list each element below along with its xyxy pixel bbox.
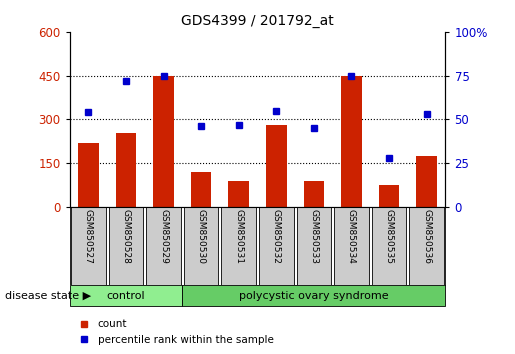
Bar <box>221 207 256 285</box>
Bar <box>182 285 445 306</box>
Bar <box>409 207 444 285</box>
Text: GSM850529: GSM850529 <box>159 210 168 264</box>
Text: GSM850534: GSM850534 <box>347 210 356 264</box>
Text: GSM850528: GSM850528 <box>122 210 130 264</box>
Text: GSM850532: GSM850532 <box>272 210 281 264</box>
Bar <box>146 207 181 285</box>
Bar <box>334 207 369 285</box>
Bar <box>115 133 136 207</box>
Bar <box>153 76 174 207</box>
Legend: count, percentile rank within the sample: count, percentile rank within the sample <box>75 315 278 349</box>
Text: GSM850536: GSM850536 <box>422 210 431 264</box>
Bar <box>228 181 249 207</box>
Title: GDS4399 / 201792_at: GDS4399 / 201792_at <box>181 14 334 28</box>
Bar <box>379 185 400 207</box>
Text: polycystic ovary syndrome: polycystic ovary syndrome <box>239 291 389 301</box>
Text: GSM850530: GSM850530 <box>197 210 205 264</box>
Bar <box>303 181 324 207</box>
Text: GSM850535: GSM850535 <box>385 210 393 264</box>
Bar <box>184 207 218 285</box>
Bar <box>259 207 294 285</box>
Text: GSM850531: GSM850531 <box>234 210 243 264</box>
Text: GSM850527: GSM850527 <box>84 210 93 264</box>
Bar <box>70 285 182 306</box>
Bar <box>71 207 106 285</box>
Bar <box>266 125 287 207</box>
Bar <box>109 207 143 285</box>
Bar <box>341 76 362 207</box>
Bar <box>191 172 212 207</box>
Bar <box>78 143 99 207</box>
Bar <box>297 207 331 285</box>
Text: disease state ▶: disease state ▶ <box>5 291 91 301</box>
Text: GSM850533: GSM850533 <box>310 210 318 264</box>
Bar <box>416 156 437 207</box>
Bar <box>372 207 406 285</box>
Text: control: control <box>107 291 145 301</box>
